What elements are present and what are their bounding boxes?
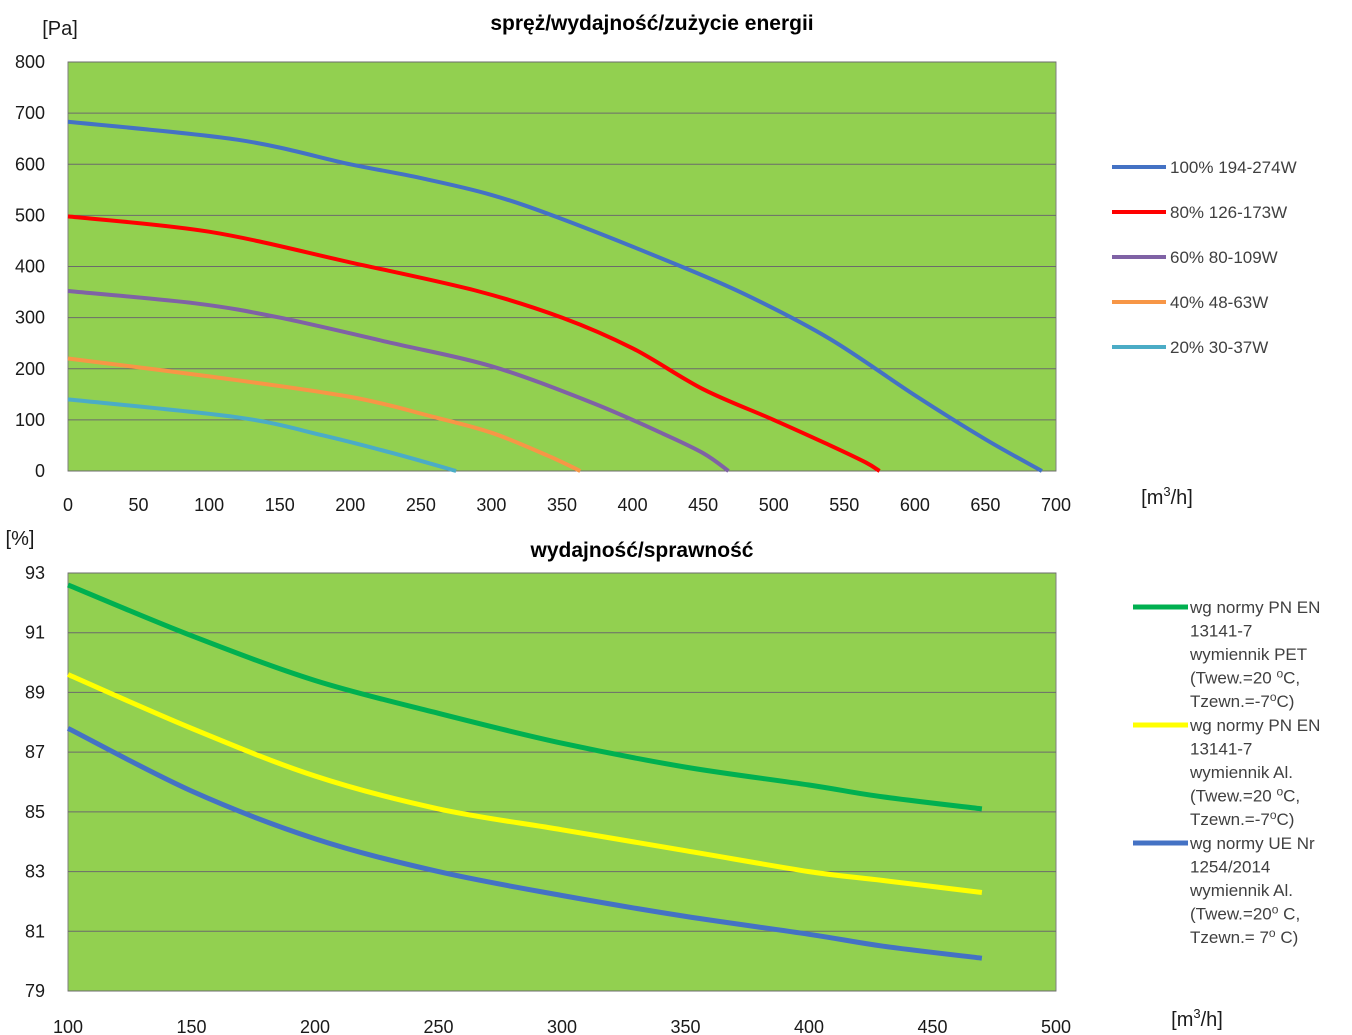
series-line	[66, 672, 983, 895]
y-tick-label: 700	[15, 103, 45, 123]
legend-label: 20% 30-37W	[1170, 338, 1268, 357]
legend-item: 100% 194-274W	[1112, 158, 1297, 177]
x-tick-label: 0	[63, 495, 73, 515]
chart-title: spręż/wydajność/zużycie energii	[490, 12, 813, 35]
x-tick-label: 550	[829, 495, 859, 515]
x-tick-label: 500	[759, 495, 789, 515]
x-tick-label: 200	[300, 1017, 330, 1035]
legend-label: 40% 48-63W	[1170, 293, 1268, 312]
series-line	[66, 726, 983, 961]
y-tick-label: 400	[15, 257, 45, 277]
y-tick-label: 83	[25, 862, 45, 882]
x-tick-label: 400	[794, 1017, 824, 1035]
legend-item: 20% 30-37W	[1112, 338, 1268, 357]
y-tick-label: 87	[25, 742, 45, 762]
series-line	[67, 356, 582, 473]
x-tick-label: 300	[476, 495, 506, 515]
legend-label: wg normy UE Nr 1254/2014 wymiennik Al. (Twe…	[1189, 834, 1315, 947]
series-line	[67, 289, 730, 473]
x-tick-label: 150	[265, 495, 295, 515]
x-axis-ticks: 100 150 200 250 300 350 400 450 500	[53, 1017, 1071, 1035]
y-tick-label: 91	[25, 623, 45, 643]
legend-label: 80% 126-173W	[1170, 203, 1287, 222]
gridlines	[68, 572, 1056, 992]
x-tick-label: 400	[618, 495, 648, 515]
series-lines	[67, 119, 1043, 473]
x-tick-label: 250	[423, 1017, 453, 1035]
x-tick-label: 100	[194, 495, 224, 515]
y-axis-label: [Pa]	[42, 18, 78, 40]
legend-label: 100% 194-274W	[1170, 158, 1297, 177]
chart-title: wydajność/sprawność	[530, 539, 754, 562]
chart-pressure-flow: spręż/wydajność/zużycie energii [Pa] 0 10…	[15, 12, 1297, 515]
legend-item: wg normy UE Nr 1254/2014 wymiennik Al. (Twe…	[1133, 834, 1315, 947]
plot-area	[67, 572, 1057, 992]
x-axis-ticks: 0 50 100 150 200 250 300 350 400 450 500 550 600 650 7…	[63, 495, 1071, 515]
x-axis-label: [m3/h]	[1141, 484, 1193, 509]
legend-item: 60% 80-109W	[1112, 248, 1278, 267]
x-axis-label: [m3/h]	[1171, 1006, 1223, 1031]
legend-label: 60% 80-109W	[1170, 248, 1278, 267]
x-tick-label: 250	[406, 495, 436, 515]
y-axis-ticks: 0 100 200 300 400 500 600 700 800	[15, 52, 45, 481]
y-tick-label: 600	[15, 154, 45, 174]
y-axis-ticks: 79 81 83 85 87 89 91 93	[25, 563, 45, 1001]
x-tick-label: 500	[1041, 1017, 1071, 1035]
y-tick-label: 0	[35, 461, 45, 481]
y-tick-label: 800	[15, 52, 45, 72]
x-tick-label: 200	[335, 495, 365, 515]
legend-label: wg normy PN EN 13141-7 wymiennik PET (Twew.…	[1189, 598, 1320, 711]
y-tick-label: 79	[25, 981, 45, 1001]
y-tick-label: 93	[25, 563, 45, 583]
x-tick-label: 50	[129, 495, 149, 515]
series-line	[67, 214, 881, 473]
x-tick-label: 350	[547, 495, 577, 515]
series-line	[67, 582, 983, 812]
y-tick-label: 300	[15, 308, 45, 328]
legend-label: wg normy PN EN 13141-7 wymiennik Al. (Twew.…	[1189, 716, 1320, 829]
legend-item: 40% 48-63W	[1112, 293, 1268, 312]
chart-efficiency: wydajność/sprawność [%] 79 81 83 85 87 89 91 93…	[6, 528, 1321, 1035]
legend-item: wg normy PN EN 13141-7 wymiennik PET (Twew.…	[1133, 598, 1320, 711]
x-tick-label: 450	[688, 495, 718, 515]
x-tick-label: 650	[970, 495, 1000, 515]
x-tick-label: 350	[670, 1017, 700, 1035]
series-line	[67, 397, 457, 473]
y-tick-label: 85	[25, 802, 45, 822]
y-tick-label: 81	[25, 921, 45, 941]
x-tick-label: 150	[176, 1017, 206, 1035]
x-tick-label: 100	[53, 1017, 83, 1035]
x-tick-label: 300	[547, 1017, 577, 1035]
legend-item: 80% 126-173W	[1112, 203, 1287, 222]
x-tick-label: 600	[900, 495, 930, 515]
legend: wg normy PN EN 13141-7 wymiennik PET (Twew.…	[1133, 598, 1320, 947]
series-line	[67, 119, 1043, 473]
x-tick-label: 450	[917, 1017, 947, 1035]
y-tick-label: 89	[25, 682, 45, 702]
legend-item: wg normy PN EN 13141-7 wymiennik Al. (Twew.…	[1133, 716, 1320, 829]
y-tick-label: 200	[15, 359, 45, 379]
legend: 100% 194-274W 80% 126-173W 60% 80-109W 40% …	[1112, 158, 1297, 357]
y-axis-label: [%]	[6, 528, 35, 550]
x-tick-label: 700	[1041, 495, 1071, 515]
gridlines	[68, 61, 1056, 472]
y-tick-label: 500	[15, 205, 45, 225]
y-tick-label: 100	[15, 410, 45, 430]
series-lines	[66, 582, 983, 961]
